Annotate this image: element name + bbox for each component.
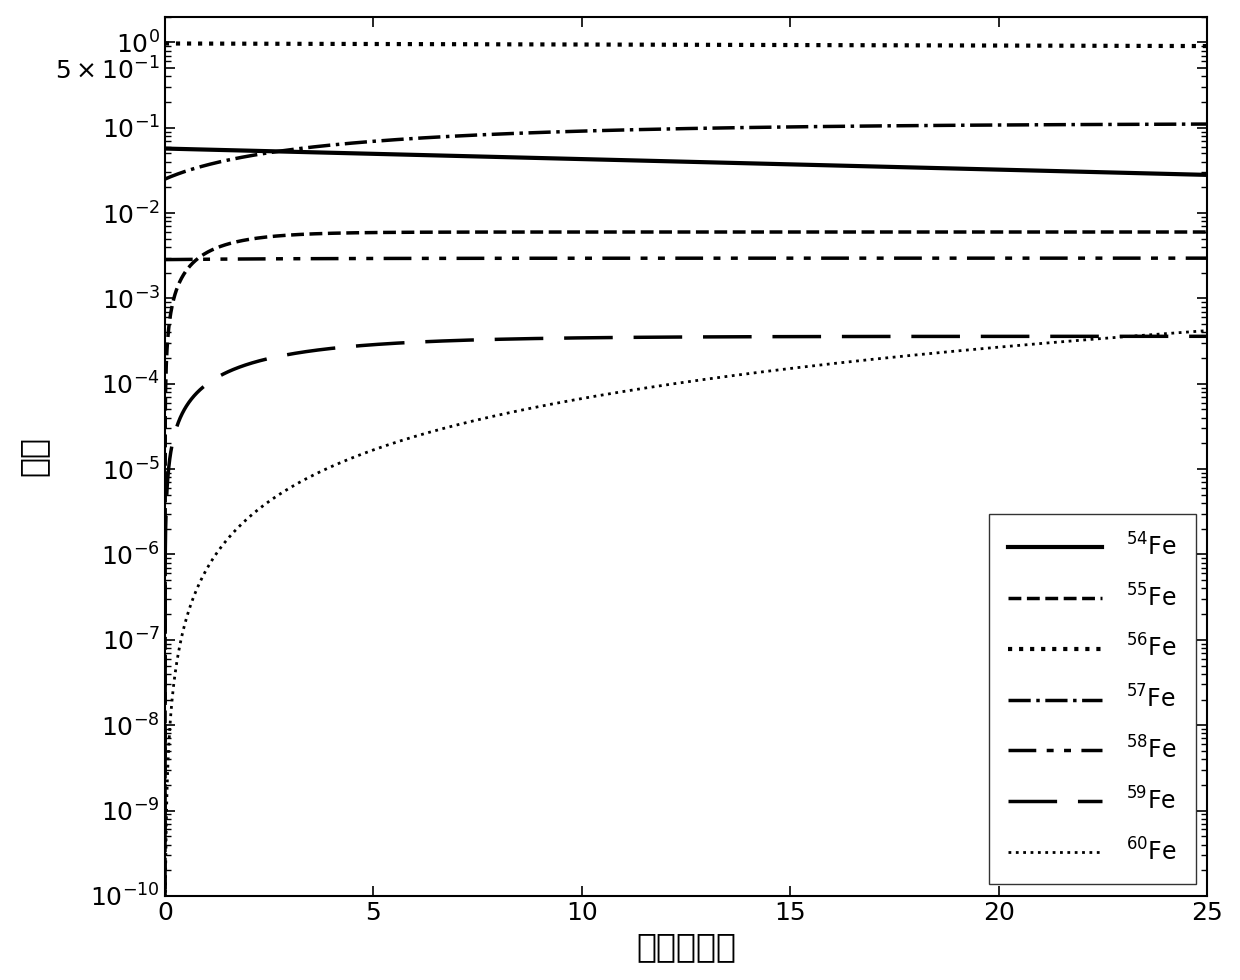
$^{58}$Fe: [1068, 252, 1083, 264]
$^{58}$Fe: [603, 252, 618, 264]
$^{57}$Fe: [339, 138, 353, 150]
$^{57}$Fe: [603, 124, 618, 136]
X-axis label: 时间（年）: 时间（年）: [636, 930, 737, 963]
$^{58}$Fe: [1179, 252, 1194, 264]
$^{54}$Fe: [1200, 169, 1215, 180]
$^{56}$Fe: [339, 38, 353, 50]
$^{55}$Fe: [1068, 226, 1083, 238]
$^{57}$Fe: [277, 145, 291, 157]
$^{56}$Fe: [277, 38, 291, 50]
$^{56}$Fe: [1068, 40, 1083, 52]
$^{57}$Fe: [1068, 119, 1083, 130]
Line: $^{57}$Fe: $^{57}$Fe: [165, 124, 1208, 179]
Line: $^{54}$Fe: $^{54}$Fe: [165, 149, 1208, 174]
Line: $^{59}$Fe: $^{59}$Fe: [165, 336, 1208, 980]
$^{56}$Fe: [603, 38, 618, 50]
Line: $^{56}$Fe: $^{56}$Fe: [165, 43, 1208, 46]
$^{56}$Fe: [1179, 40, 1194, 52]
$^{55}$Fe: [557, 226, 572, 238]
$^{55}$Fe: [1179, 226, 1194, 238]
$^{54}$Fe: [157, 143, 172, 155]
$^{60}$Fe: [277, 486, 291, 498]
$^{56}$Fe: [1200, 40, 1215, 52]
$^{56}$Fe: [157, 37, 172, 49]
$^{58}$Fe: [1200, 252, 1215, 264]
$^{60}$Fe: [1200, 324, 1215, 336]
$^{54}$Fe: [339, 147, 353, 159]
$^{58}$Fe: [277, 253, 291, 265]
$^{57}$Fe: [557, 125, 572, 137]
$^{54}$Fe: [277, 146, 291, 158]
$^{59}$Fe: [1200, 330, 1215, 342]
Legend: $^{54}$Fe, $^{55}$Fe, $^{56}$Fe, $^{57}$Fe, $^{58}$Fe, $^{59}$Fe, $^{60}$Fe: $^{54}$Fe, $^{55}$Fe, $^{56}$Fe, $^{57}$…: [990, 514, 1195, 884]
$^{55}$Fe: [339, 227, 353, 239]
Line: $^{60}$Fe: $^{60}$Fe: [165, 330, 1208, 980]
Line: $^{58}$Fe: $^{58}$Fe: [165, 258, 1208, 260]
$^{55}$Fe: [603, 226, 618, 238]
$^{60}$Fe: [339, 455, 353, 466]
Y-axis label: 丰度: 丰度: [16, 436, 50, 476]
$^{57}$Fe: [1179, 119, 1194, 130]
$^{55}$Fe: [277, 229, 291, 241]
$^{54}$Fe: [603, 154, 618, 166]
$^{57}$Fe: [157, 173, 172, 185]
$^{55}$Fe: [1200, 226, 1215, 238]
$^{56}$Fe: [557, 38, 572, 50]
Line: $^{55}$Fe: $^{55}$Fe: [165, 232, 1208, 980]
$^{60}$Fe: [603, 388, 618, 400]
$^{58}$Fe: [339, 253, 353, 265]
$^{59}$Fe: [1068, 330, 1083, 342]
$^{59}$Fe: [557, 332, 572, 344]
$^{59}$Fe: [339, 341, 353, 353]
$^{54}$Fe: [1068, 166, 1083, 177]
$^{60}$Fe: [1179, 326, 1194, 338]
$^{54}$Fe: [1179, 169, 1194, 180]
$^{60}$Fe: [1068, 335, 1083, 347]
$^{57}$Fe: [1200, 119, 1215, 130]
$^{59}$Fe: [1179, 330, 1194, 342]
$^{59}$Fe: [603, 331, 618, 343]
$^{59}$Fe: [277, 350, 291, 362]
$^{58}$Fe: [557, 253, 572, 265]
$^{58}$Fe: [157, 254, 172, 266]
$^{54}$Fe: [557, 153, 572, 165]
$^{60}$Fe: [557, 396, 572, 408]
